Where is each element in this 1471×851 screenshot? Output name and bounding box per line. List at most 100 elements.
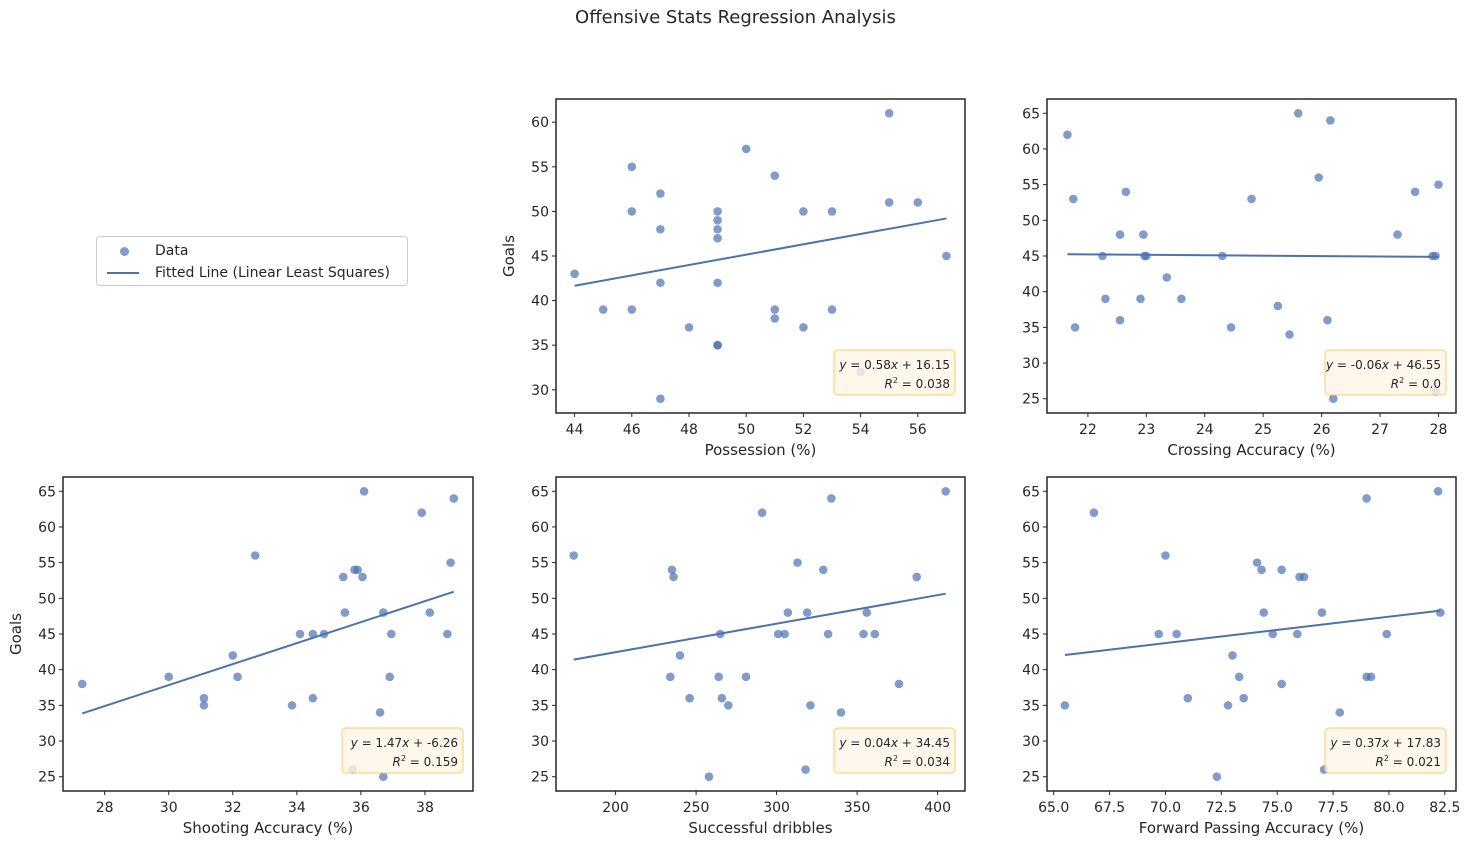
data-point — [1326, 116, 1335, 125]
data-point — [199, 693, 209, 703]
data-point — [1212, 772, 1222, 782]
data-point — [1142, 251, 1151, 261]
x-axis-label: Crossing Accuracy (%) — [1167, 441, 1335, 459]
data-point — [1223, 701, 1233, 710]
y-tick-label: 60 — [1022, 142, 1040, 158]
data-point — [1317, 608, 1327, 617]
data-point — [308, 693, 318, 703]
x-tick-label: 23 — [1137, 422, 1155, 438]
data-point — [1329, 394, 1338, 404]
x-tick-label: 56 — [909, 422, 927, 438]
y-tick-label: 45 — [1022, 249, 1040, 265]
y-tick-label: 45 — [531, 249, 549, 265]
y-axis-label: Goals — [500, 235, 518, 277]
annotation-box — [1324, 727, 1447, 774]
x-axis-label: Possession (%) — [705, 441, 817, 459]
data-point — [827, 494, 836, 503]
data-point — [1101, 294, 1110, 304]
data-point — [802, 608, 812, 617]
annotation-equation: y = -0.06x + 46.55 — [1325, 358, 1441, 372]
x-tick-label: 350 — [844, 800, 871, 816]
data-point — [675, 651, 685, 660]
y-tick-label: 50 — [1022, 591, 1040, 607]
data-point — [1060, 701, 1070, 710]
data-point — [443, 629, 452, 639]
legend-marker-line — [107, 263, 141, 283]
x-tick-label: 44 — [566, 422, 584, 438]
data-point — [570, 269, 579, 279]
axes-frame — [62, 476, 474, 792]
y-tick-label: 35 — [531, 698, 549, 714]
legend: Data Fitted Line (Linear Least Squares) — [96, 236, 408, 286]
annotation-r2: R2 = 0.159 — [393, 754, 458, 769]
data-point — [713, 216, 722, 225]
x-tick-label: 300 — [763, 800, 790, 816]
x-tick-label: 28 — [96, 800, 114, 816]
data-point — [884, 198, 894, 207]
x-tick-label: 52 — [794, 422, 812, 438]
fitted-line — [1067, 253, 1439, 258]
data-point — [741, 144, 751, 154]
data-point — [1089, 508, 1099, 517]
data-point — [741, 672, 751, 682]
data-point — [656, 278, 665, 288]
data-point — [199, 701, 209, 710]
data-point — [799, 207, 808, 216]
data-point — [627, 162, 637, 172]
y-tick-label: 25 — [1022, 770, 1040, 786]
data-point — [1323, 315, 1332, 325]
data-point — [295, 629, 305, 639]
y-tick-label: 50 — [531, 204, 549, 220]
data-point — [713, 224, 722, 234]
y-tick-label: 60 — [1022, 520, 1040, 536]
annotation-box — [1324, 349, 1447, 396]
y-tick-label: 30 — [531, 383, 549, 399]
data-point — [894, 679, 904, 689]
data-point — [799, 323, 808, 332]
fitted-line — [573, 592, 946, 661]
legend-marker-scatter — [107, 241, 141, 261]
data-point — [338, 572, 348, 582]
data-point — [627, 305, 637, 314]
annotation-equation: y = 0.04x + 34.45 — [838, 736, 950, 750]
annotation-r2: R2 = 0.034 — [885, 754, 950, 769]
data-point — [859, 629, 868, 639]
x-tick-label: 38 — [416, 800, 434, 816]
data-point — [1115, 230, 1125, 239]
data-point — [228, 651, 238, 660]
y-tick-label: 65 — [1022, 106, 1040, 122]
axes-frame — [1046, 476, 1457, 792]
annotation-equation: y = 1.47x + -6.26 — [350, 736, 458, 750]
y-tick-label: 45 — [1022, 627, 1040, 643]
data-point — [656, 224, 665, 234]
data-point — [1154, 629, 1164, 639]
x-tick-label: 72.5 — [1206, 800, 1237, 816]
data-point — [1293, 629, 1302, 639]
data-point — [1393, 230, 1402, 239]
x-tick-label: 28 — [1430, 422, 1448, 438]
x-tick-label: 75.0 — [1262, 800, 1293, 816]
subplot-crossing: 22 23 24 25 26 27 28 25 30 35 40 45 50 55 60 65 y = -0.0… — [1022, 98, 1457, 459]
data-point — [1070, 323, 1080, 332]
y-tick-label: 25 — [531, 770, 549, 786]
data-point — [656, 189, 665, 198]
y-tick-label: 25 — [38, 770, 56, 786]
data-point — [713, 278, 722, 288]
data-point — [818, 565, 828, 575]
data-point — [1252, 558, 1262, 567]
y-axis-label: Goals — [7, 613, 25, 655]
y-tick-label: 40 — [38, 663, 56, 679]
x-axis-label: Successful dribbles — [688, 819, 832, 837]
y-tick-label: 60 — [38, 520, 56, 536]
data-point — [773, 629, 783, 639]
data-point — [1268, 629, 1278, 639]
fitted-line — [81, 590, 455, 715]
annotation-equation: y = 0.37x + 17.83 — [1329, 736, 1441, 750]
x-tick-label: 82.5 — [1429, 800, 1460, 816]
data-point — [1139, 230, 1148, 239]
data-point — [656, 394, 665, 404]
data-point — [1277, 565, 1286, 575]
data-point — [780, 629, 789, 639]
data-point — [770, 305, 780, 314]
data-point — [1162, 273, 1172, 282]
